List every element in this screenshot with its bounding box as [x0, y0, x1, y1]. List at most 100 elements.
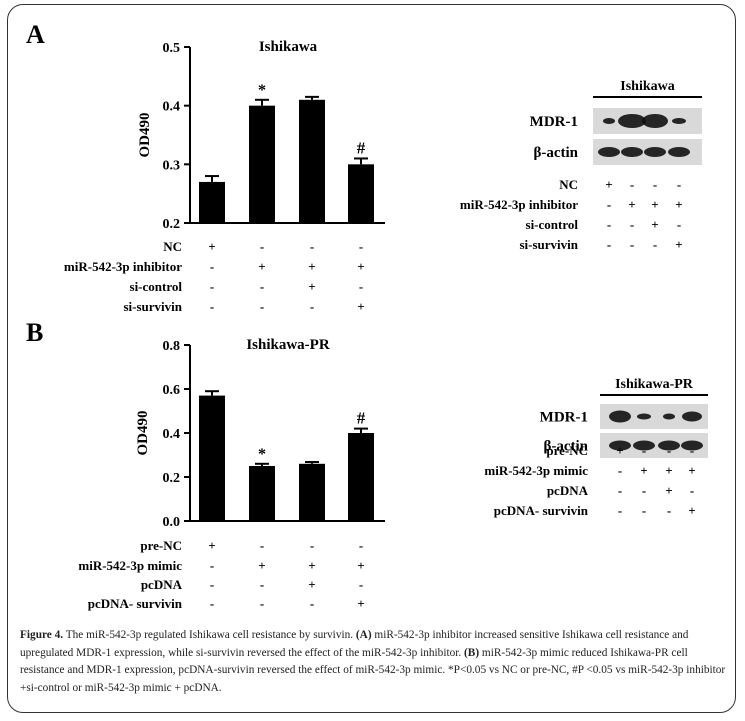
figure-frame — [7, 4, 736, 713]
chart-title: Ishikawa-PR — [246, 337, 330, 353]
blot-row-label: MDR-1 — [530, 114, 578, 130]
significance-star: * — [258, 446, 266, 463]
bar — [299, 463, 325, 521]
caption-text-3: miR-542-3p mimic reduced Ishikawa-PR cel… — [20, 646, 726, 694]
significance-hash: # — [357, 138, 366, 157]
treatment-mark: - — [359, 239, 363, 254]
treatment-mark: - — [690, 483, 694, 498]
treatment-mark: + — [616, 443, 623, 458]
treatment-mark: - — [310, 538, 314, 553]
treatment-mark: - — [667, 443, 671, 458]
significance-hash: # — [357, 409, 366, 428]
bar — [249, 105, 275, 223]
treatment-mark: + — [688, 463, 695, 478]
y-tick-label: 0.5 — [163, 41, 181, 56]
blot-row-label: MDR-1 — [540, 410, 588, 426]
blot-band — [644, 147, 666, 157]
treatment-mark: + — [308, 259, 315, 274]
chart-title: Ishikawa — [259, 39, 318, 55]
treatment-label: si-survivin — [519, 237, 578, 252]
y-tick-label: 0.0 — [163, 515, 181, 530]
bar — [348, 164, 374, 223]
treatment-mark: + — [605, 177, 612, 192]
bar — [199, 181, 225, 223]
bar-chart-a: 0.2 0.3 0.4 0.5 Ishikawa OD490 * # NC + - - - miR-542… — [64, 39, 385, 314]
treatment-mark: + — [640, 463, 647, 478]
bar — [199, 395, 225, 521]
treatment-mark: + — [308, 558, 315, 573]
bar — [348, 433, 374, 521]
treatment-mark: + — [357, 299, 364, 314]
treatment-mark: + — [208, 538, 215, 553]
blot-band — [603, 118, 615, 124]
treatment-mark: + — [665, 483, 672, 498]
treatment-label: miR-542-3p mimic — [484, 463, 588, 478]
treatment-mark: - — [653, 177, 657, 192]
treatment-mark: - — [260, 279, 264, 294]
treatment-mark: - — [260, 538, 264, 553]
treatment-mark: - — [618, 503, 622, 518]
figure-caption: Figure 4. The miR-542-3p regulated Ishik… — [20, 627, 726, 697]
treatment-mark: - — [210, 299, 214, 314]
y-tick-label: 0.6 — [163, 383, 181, 398]
treatment-mark: - — [310, 239, 314, 254]
treatment-label: si-survivin — [123, 299, 182, 314]
treatment-label: miR-542-3p inhibitor — [460, 197, 578, 212]
treatment-mark: + — [628, 197, 635, 212]
blot-band — [633, 440, 655, 451]
blot-band — [672, 118, 686, 124]
blot-band — [658, 440, 680, 451]
treatment-mark: - — [607, 217, 611, 232]
treatment-mark: - — [359, 279, 363, 294]
treatment-label: pre-NC — [140, 538, 182, 553]
treatment-label: pcDNA — [547, 483, 589, 498]
y-tick-label: 0.4 — [163, 100, 181, 115]
caption-panel-a-label: (A) — [355, 629, 372, 641]
y-tick-label: 0.2 — [163, 217, 181, 232]
treatment-label: pre-NC — [546, 443, 588, 458]
treatment-mark: - — [677, 177, 681, 192]
y-tick-label: 0.2 — [163, 471, 181, 486]
treatment-mark: - — [310, 299, 314, 314]
treatment-mark: + — [357, 596, 364, 611]
treatment-mark: + — [357, 558, 364, 573]
treatment-label: miR-542-3p mimic — [78, 558, 182, 573]
treatment-mark: + — [665, 463, 672, 478]
treatment-mark: - — [690, 443, 694, 458]
treatment-mark: - — [667, 503, 671, 518]
bar-chart-b: 0.0 0.2 0.4 0.6 0.8 Ishikawa-PR OD490 * # pre-NC +… — [78, 337, 385, 611]
treatment-label: NC — [163, 239, 182, 254]
treatment-mark: - — [260, 239, 264, 254]
caption-text-2: miR-542-3p inhibitor increased sensitive… — [20, 629, 689, 659]
treatment-mark: + — [675, 237, 682, 252]
blot-title: Ishikawa-PR — [615, 377, 694, 392]
treatment-mark: - — [677, 217, 681, 232]
treatment-mark: + — [675, 197, 682, 212]
treatment-label: si-control — [526, 217, 579, 232]
treatment-mark: - — [642, 503, 646, 518]
treatment-mark: + — [357, 259, 364, 274]
treatment-mark: - — [260, 596, 264, 611]
treatment-label: pcDNA- survivin — [88, 596, 183, 611]
blot-band — [618, 114, 646, 128]
treatment-mark: - — [310, 596, 314, 611]
blot-row-label: β-actin — [543, 439, 588, 455]
blot-band — [637, 413, 651, 420]
treatment-mark: - — [618, 463, 622, 478]
treatment-mark: - — [607, 237, 611, 252]
y-tick-label: 0.3 — [163, 158, 181, 173]
blot-band — [609, 440, 631, 451]
blot-band — [668, 147, 690, 157]
bar — [299, 99, 325, 223]
blot-band — [642, 114, 668, 128]
blot-band — [682, 411, 702, 422]
western-blot-a: Ishikawa MDR-1 β-actin NC + - - - miR-542-3p inh… — [460, 79, 702, 252]
treatment-label: pcDNA — [141, 577, 183, 592]
blot-band — [663, 413, 675, 420]
treatment-mark: + — [208, 239, 215, 254]
caption-panel-b-label: (B) — [464, 646, 480, 659]
treatment-mark: - — [642, 483, 646, 498]
treatment-mark: - — [210, 558, 214, 573]
